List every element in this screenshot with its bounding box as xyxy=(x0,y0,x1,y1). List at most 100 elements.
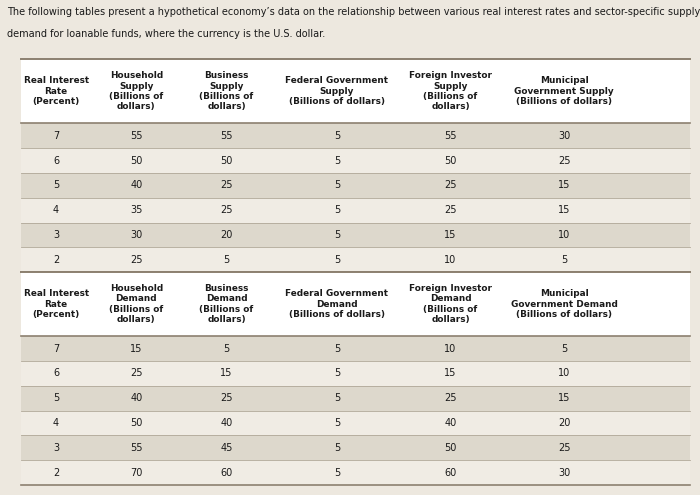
Text: Municipal
Government Demand
(Billions of dollars): Municipal Government Demand (Billions of… xyxy=(511,289,617,319)
Text: 5: 5 xyxy=(334,418,340,428)
Text: 5: 5 xyxy=(334,393,340,403)
Text: 20: 20 xyxy=(558,418,570,428)
Text: 25: 25 xyxy=(130,368,143,378)
Text: 25: 25 xyxy=(220,393,233,403)
Text: 25: 25 xyxy=(444,393,457,403)
Text: 45: 45 xyxy=(220,443,233,453)
Text: 55: 55 xyxy=(130,443,143,453)
Text: 30: 30 xyxy=(558,468,570,478)
Text: 7: 7 xyxy=(53,131,60,141)
Text: Household
Demand
(Billions of
dollars): Household Demand (Billions of dollars) xyxy=(109,284,163,324)
Text: 60: 60 xyxy=(444,468,456,478)
Text: 30: 30 xyxy=(130,230,142,240)
Text: 7: 7 xyxy=(53,344,60,353)
Text: 25: 25 xyxy=(558,155,570,165)
Bar xyxy=(21,123,690,148)
Text: 5: 5 xyxy=(334,155,340,165)
Text: 5: 5 xyxy=(334,468,340,478)
Text: Municipal
Government Supply
(Billions of dollars): Municipal Government Supply (Billions of… xyxy=(514,76,614,106)
Text: 20: 20 xyxy=(220,230,233,240)
Text: 50: 50 xyxy=(220,155,233,165)
Text: 6: 6 xyxy=(53,368,60,378)
Text: 30: 30 xyxy=(558,131,570,141)
Bar xyxy=(21,436,690,460)
Text: 4: 4 xyxy=(53,418,60,428)
Text: 5: 5 xyxy=(334,180,340,191)
Text: 5: 5 xyxy=(334,131,340,141)
Text: 6: 6 xyxy=(53,155,60,165)
Text: 5: 5 xyxy=(334,344,340,353)
Text: 15: 15 xyxy=(130,344,143,353)
Text: Foreign Investor
Supply
(Billions of
dollars): Foreign Investor Supply (Billions of dol… xyxy=(409,71,492,111)
Bar xyxy=(21,223,690,248)
Text: 5: 5 xyxy=(561,255,567,265)
Bar xyxy=(21,173,690,198)
Bar xyxy=(21,272,690,336)
Text: 40: 40 xyxy=(444,418,456,428)
Bar xyxy=(21,460,690,485)
Text: 5: 5 xyxy=(334,205,340,215)
Text: 35: 35 xyxy=(130,205,143,215)
Bar xyxy=(21,198,690,223)
Text: 50: 50 xyxy=(444,155,456,165)
Text: 25: 25 xyxy=(444,180,457,191)
Text: 3: 3 xyxy=(53,230,60,240)
Text: 70: 70 xyxy=(130,468,143,478)
Text: 5: 5 xyxy=(53,180,60,191)
Text: 25: 25 xyxy=(130,255,143,265)
Text: 15: 15 xyxy=(444,368,456,378)
Text: Household
Supply
(Billions of
dollars): Household Supply (Billions of dollars) xyxy=(109,71,163,111)
Text: demand for loanable funds, where the currency is the U.S. dollar.: demand for loanable funds, where the cur… xyxy=(7,30,326,40)
Text: Federal Government
Supply
(Billions of dollars): Federal Government Supply (Billions of d… xyxy=(286,76,388,106)
Text: 50: 50 xyxy=(130,418,143,428)
Text: 5: 5 xyxy=(334,230,340,240)
Text: 60: 60 xyxy=(220,468,232,478)
Text: 5: 5 xyxy=(334,443,340,453)
Bar xyxy=(21,248,690,272)
Bar xyxy=(21,59,690,123)
Text: 55: 55 xyxy=(130,131,143,141)
Text: 5: 5 xyxy=(223,255,230,265)
Text: 10: 10 xyxy=(444,344,456,353)
Text: 15: 15 xyxy=(444,230,456,240)
Text: 15: 15 xyxy=(558,180,570,191)
Text: 5: 5 xyxy=(223,344,230,353)
Text: 5: 5 xyxy=(334,255,340,265)
Text: 2: 2 xyxy=(53,468,60,478)
Text: 55: 55 xyxy=(444,131,457,141)
Text: 15: 15 xyxy=(220,368,233,378)
Text: 5: 5 xyxy=(334,368,340,378)
Bar xyxy=(21,336,690,361)
Text: 50: 50 xyxy=(444,443,456,453)
Text: 5: 5 xyxy=(53,393,60,403)
Text: 25: 25 xyxy=(220,205,233,215)
Text: 55: 55 xyxy=(220,131,233,141)
Text: 3: 3 xyxy=(53,443,60,453)
Text: 50: 50 xyxy=(130,155,143,165)
Bar xyxy=(21,148,690,173)
Bar xyxy=(21,411,690,436)
Text: 25: 25 xyxy=(220,180,233,191)
Text: 5: 5 xyxy=(561,344,567,353)
Text: 40: 40 xyxy=(130,180,142,191)
Bar xyxy=(21,386,690,411)
Text: Business
Supply
(Billions of
dollars): Business Supply (Billions of dollars) xyxy=(199,71,253,111)
Text: 15: 15 xyxy=(558,205,570,215)
Bar xyxy=(21,361,690,386)
Text: 25: 25 xyxy=(558,443,570,453)
Text: 40: 40 xyxy=(130,393,142,403)
Text: 10: 10 xyxy=(558,230,570,240)
Text: 4: 4 xyxy=(53,205,60,215)
Text: Real Interest
Rate
(Percent): Real Interest Rate (Percent) xyxy=(24,76,89,106)
Text: Federal Government
Demand
(Billions of dollars): Federal Government Demand (Billions of d… xyxy=(286,289,388,319)
Text: 10: 10 xyxy=(558,368,570,378)
Text: Business
Demand
(Billions of
dollars): Business Demand (Billions of dollars) xyxy=(199,284,253,324)
Text: 25: 25 xyxy=(444,205,457,215)
Text: 15: 15 xyxy=(558,393,570,403)
Text: 10: 10 xyxy=(444,255,456,265)
Text: Real Interest
Rate
(Percent): Real Interest Rate (Percent) xyxy=(24,289,89,319)
Text: 40: 40 xyxy=(220,418,232,428)
Text: 2: 2 xyxy=(53,255,60,265)
Text: The following tables present a hypothetical economy’s data on the relationship b: The following tables present a hypotheti… xyxy=(7,7,700,17)
Text: Foreign Investor
Demand
(Billions of
dollars): Foreign Investor Demand (Billions of dol… xyxy=(409,284,492,324)
